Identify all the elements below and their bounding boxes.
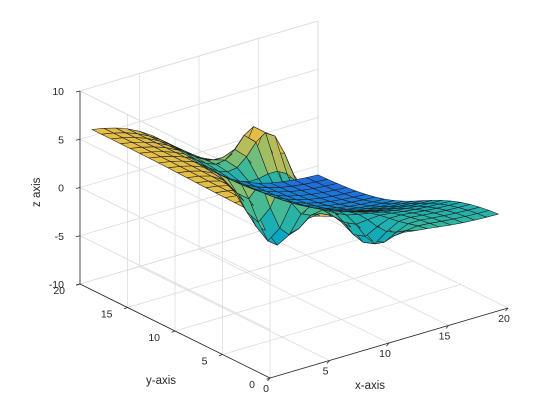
z-tick-mark: [75, 90, 81, 93]
side-wall-gridline: [79, 187, 271, 282]
y-tick-mark: [123, 307, 128, 310]
z-tick-label: 0: [58, 183, 64, 195]
x-tick-label: 5: [323, 366, 329, 378]
floor-gridline: [127, 237, 366, 308]
z-tick-label: -5: [55, 231, 64, 243]
x-tick-label: 10: [379, 348, 391, 360]
top-back-edge: [79, 20, 319, 92]
z-tick-mark: [75, 187, 81, 189]
back-wall-gridline: [79, 68, 319, 140]
side-wall-gridline: [79, 235, 271, 331]
x-tick-mark: [326, 360, 330, 364]
z-tick-label: -10: [49, 279, 64, 291]
y-tick-label: 5: [202, 356, 208, 368]
x-axis-label: x-axis: [355, 380, 385, 392]
z-tick-mark: [75, 138, 81, 141]
floor-gridline: [174, 260, 414, 332]
z-axis-label: z axis: [31, 177, 43, 207]
x-tick-label: 15: [439, 331, 451, 343]
y-tick-mark: [171, 330, 176, 333]
side-wall-gridline: [79, 138, 271, 234]
surface-mesh: [91, 126, 499, 246]
x-tick-label: 0: [263, 383, 269, 395]
y-axis-label: y-axis: [146, 375, 176, 387]
y-tick-label: 15: [101, 309, 113, 321]
floor-gridline: [222, 284, 461, 355]
x-tick-mark: [445, 325, 449, 329]
z-tick-mark: [75, 235, 81, 238]
z-tick-mark: [75, 283, 81, 286]
z-tick-label: 5: [58, 134, 64, 146]
x-tick-label: 20: [498, 313, 510, 325]
y-tick-label: 20: [53, 285, 65, 297]
x-tick-mark: [386, 342, 390, 347]
z-tick-label: 10: [52, 86, 64, 98]
y-tick-label: 10: [148, 332, 160, 344]
y-tick-label: 0: [249, 379, 255, 391]
x-tick-mark: [505, 307, 509, 312]
y-tick-mark: [218, 354, 223, 357]
y-tick-mark: [266, 377, 271, 380]
back-wall-gridline: [79, 117, 319, 188]
surface-face: [91, 128, 114, 135]
